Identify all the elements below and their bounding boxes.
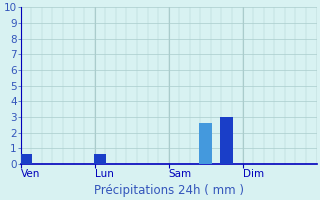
Bar xyxy=(94,154,106,164)
Bar xyxy=(199,123,212,164)
Bar xyxy=(220,117,233,164)
X-axis label: Précipitations 24h ( mm ): Précipitations 24h ( mm ) xyxy=(94,184,244,197)
Bar xyxy=(20,154,32,164)
